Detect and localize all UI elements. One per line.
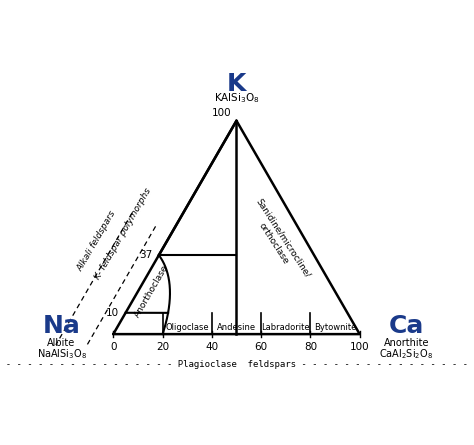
Text: Ca: Ca xyxy=(389,313,424,337)
Text: Na: Na xyxy=(43,313,81,337)
Text: Anorthite: Anorthite xyxy=(384,338,429,348)
Text: 100: 100 xyxy=(350,342,370,352)
Text: - - - - - - - - - - - - - - - - - Plagioclase  feldspars - - - - - - - - - - - -: - - - - - - - - - - - - - - - - - Plagio… xyxy=(0,360,474,369)
Text: Anorthoclase: Anorthoclase xyxy=(133,263,170,319)
Text: Labradorite: Labradorite xyxy=(262,323,310,332)
Text: K- feldspar polymorphs: K- feldspar polymorphs xyxy=(93,186,153,281)
Text: Albite: Albite xyxy=(47,338,76,348)
Text: Bytownite: Bytownite xyxy=(314,323,356,332)
Text: Alkali feldspars: Alkali feldspars xyxy=(75,209,118,273)
Text: 60: 60 xyxy=(255,342,268,352)
Text: K: K xyxy=(227,72,246,96)
Text: KAlSi$_3$O$_8$: KAlSi$_3$O$_8$ xyxy=(214,91,259,105)
Text: 0: 0 xyxy=(110,342,117,352)
Text: 80: 80 xyxy=(304,342,317,352)
Text: NaAlSi$_3$O$_8$: NaAlSi$_3$O$_8$ xyxy=(36,348,86,361)
Text: Oligoclase: Oligoclase xyxy=(165,323,209,332)
Text: Andesine: Andesine xyxy=(217,323,256,332)
Text: 40: 40 xyxy=(205,342,219,352)
Text: 10: 10 xyxy=(106,308,119,318)
Text: CaAl$_2$Si$_2$O$_8$: CaAl$_2$Si$_2$O$_8$ xyxy=(379,348,434,361)
Text: 20: 20 xyxy=(156,342,169,352)
Text: Sanidine/microcline/
orthoclase: Sanidine/microcline/ orthoclase xyxy=(245,197,312,284)
Text: 100: 100 xyxy=(212,108,232,118)
Text: 37: 37 xyxy=(139,250,153,260)
